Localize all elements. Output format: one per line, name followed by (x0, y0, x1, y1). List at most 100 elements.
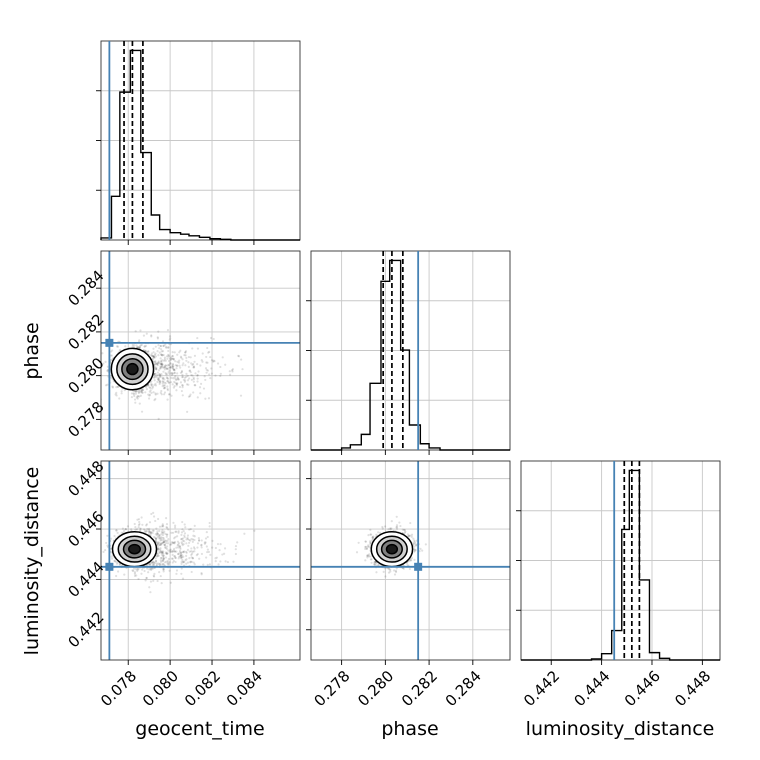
sample-point (370, 539, 374, 542)
sample-point (166, 385, 169, 388)
sample-point (136, 518, 139, 521)
sample-point (203, 541, 206, 544)
sample-point (181, 528, 184, 531)
sample-point (206, 550, 209, 554)
sample-point (165, 376, 168, 379)
hist-grid-luminosity_distance (521, 461, 720, 660)
sample-point (172, 357, 175, 360)
sample-point (167, 355, 170, 358)
sample-point (163, 387, 166, 390)
sample-point (137, 526, 140, 529)
sample-point (186, 548, 190, 551)
sample-point (163, 543, 167, 546)
sample-point (156, 555, 159, 558)
sample-point (190, 553, 193, 557)
sample-point (185, 383, 189, 386)
sample-point (136, 568, 139, 571)
sample-point (192, 391, 195, 394)
sample-point (369, 541, 372, 544)
sample-point (141, 391, 144, 394)
contours-geocent_time-luminosity_distance (111, 530, 158, 568)
sample-point (169, 581, 172, 584)
sample-point (151, 355, 154, 358)
sample-point (192, 365, 196, 368)
sample-point (206, 369, 210, 372)
sample-point (170, 543, 173, 546)
scatter-frame-geocent_time-phase (100, 250, 301, 451)
sample-point (157, 517, 160, 521)
sample-point (132, 392, 135, 395)
sample-point (218, 549, 221, 552)
sample-point (156, 371, 159, 374)
sample-point (181, 386, 184, 389)
sample-point (200, 552, 204, 556)
sample-point (134, 390, 137, 393)
sample-point (190, 537, 193, 541)
sample-point (368, 553, 371, 556)
sample-point (232, 560, 235, 563)
sample-point (176, 360, 179, 363)
sample-point (141, 388, 145, 391)
sample-point (415, 543, 418, 546)
sample-point (159, 367, 162, 370)
sample-point (173, 376, 176, 379)
sample-point (395, 524, 399, 527)
sample-point (162, 531, 165, 534)
sample-point (198, 539, 201, 542)
sample-point (171, 366, 174, 369)
sample-point (171, 383, 174, 386)
sample-point (162, 384, 165, 387)
sample-point (401, 528, 404, 531)
sample-point (384, 575, 387, 578)
sample-point (176, 377, 179, 380)
sample-point (185, 562, 188, 565)
sample-point (197, 370, 200, 373)
sample-point (212, 359, 215, 362)
sample-point (198, 386, 202, 389)
sample-point (173, 526, 177, 529)
sample-point (181, 520, 184, 524)
sample-point (169, 362, 172, 365)
sample-point (170, 550, 173, 553)
sample-point (131, 343, 134, 346)
sample-point (154, 360, 157, 363)
sample-point (147, 529, 151, 532)
sample-point (164, 364, 167, 367)
sample-point (142, 528, 146, 531)
sample-point (180, 560, 183, 564)
sample-point (163, 561, 167, 564)
sample-point (157, 369, 161, 372)
sample-point (162, 344, 165, 347)
sample-point (130, 528, 133, 531)
sample-point (199, 392, 202, 395)
sample-point (162, 554, 165, 557)
sample-point (169, 549, 172, 552)
sample-point (165, 346, 168, 349)
sample-point (177, 557, 180, 560)
sample-point (180, 556, 183, 559)
sample-point (181, 537, 185, 540)
sample-point (185, 551, 188, 554)
sample-point (131, 345, 134, 348)
sample-point (414, 548, 417, 552)
sample-point (206, 548, 210, 551)
sample-point (176, 382, 179, 385)
sample-point (183, 532, 187, 535)
sample-point (165, 539, 168, 542)
sample-point (162, 541, 165, 544)
sample-point (187, 544, 190, 547)
sample-point (149, 531, 152, 534)
sample-point (152, 561, 156, 564)
sample-point (191, 363, 194, 366)
sample-point (181, 375, 184, 379)
sample-point (373, 562, 376, 566)
sample-point (115, 529, 118, 532)
sample-point (161, 550, 164, 553)
sample-point (177, 378, 180, 381)
sample-point (224, 363, 227, 366)
sample-point (160, 560, 163, 563)
sample-point (137, 577, 140, 581)
sample-point (177, 361, 181, 364)
sample-point (155, 366, 158, 369)
sample-point (175, 364, 179, 367)
